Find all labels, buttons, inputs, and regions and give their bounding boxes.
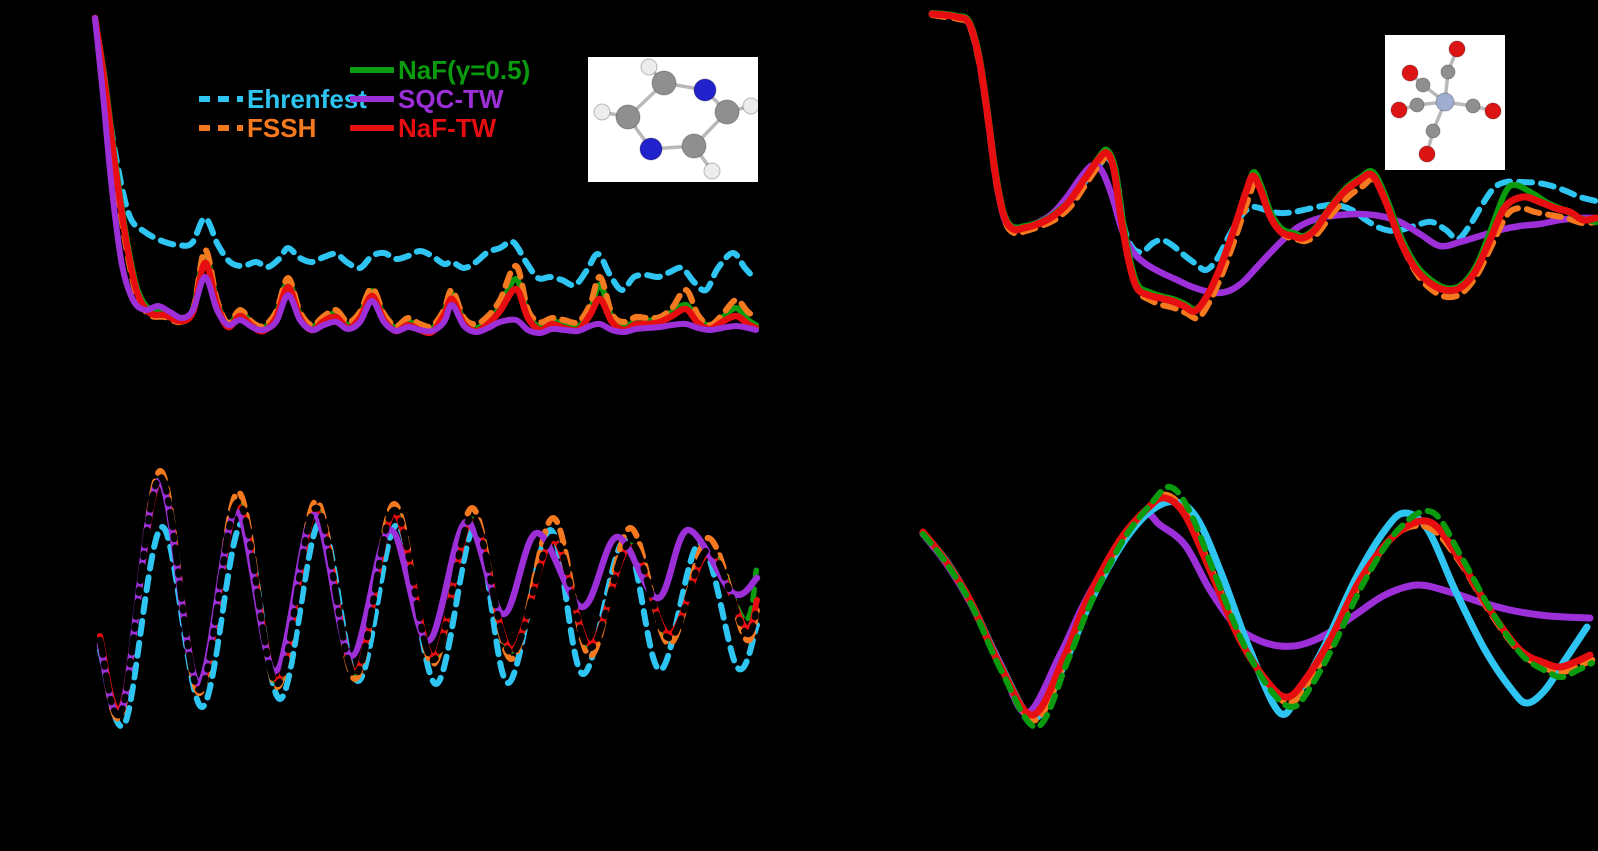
legend-line-sample-sqc-tw <box>350 96 394 102</box>
atom <box>1484 102 1502 120</box>
iron-pentacarbonyl-molecule-inset <box>1385 35 1505 170</box>
legend-entry-ehrenfest: Ehrenfest <box>199 85 367 113</box>
legend-label-fssh: FSSH <box>247 113 317 143</box>
atom <box>1440 64 1456 80</box>
legend-entry-sqc-tw: SQC-TW <box>350 85 503 113</box>
legend-line-sample-naf-tw <box>350 125 394 131</box>
atom <box>640 58 658 76</box>
curve-fssh <box>92 15 759 330</box>
atom <box>1401 64 1419 82</box>
atom <box>714 99 740 125</box>
atom <box>1425 123 1441 139</box>
curve-naf-0-5- <box>920 483 1595 730</box>
curve-ehrenfest <box>92 15 759 294</box>
atom <box>593 103 611 121</box>
legend-line-sample-naf-gamma <box>350 67 394 73</box>
curve-sqc-tw <box>92 15 759 337</box>
atom <box>1409 97 1425 113</box>
atom <box>1435 92 1455 112</box>
atom <box>1448 40 1466 58</box>
legend-entry-naf-tw: NaF-TW <box>350 114 496 142</box>
pyrazine-molecule-inset <box>588 57 758 182</box>
atom <box>681 133 707 159</box>
legend-label-naf-gamma: NaF(γ=0.5) <box>398 55 531 85</box>
legend-entry-naf-gamma: NaF(γ=0.5) <box>350 56 530 84</box>
atom <box>651 70 677 96</box>
panel-bottom-right <box>919 483 1596 730</box>
atom <box>693 78 717 102</box>
legend-label-ehrenfest: Ehrenfest <box>247 84 367 114</box>
legend-line-sample-ehrenfest <box>199 96 243 102</box>
iron-pentacarbonyl-drawing <box>1390 40 1502 163</box>
curve-sqc-tw <box>96 477 761 718</box>
legend-line-sample-fssh <box>199 125 243 131</box>
panel-top-right <box>928 10 1598 322</box>
atom <box>742 97 758 115</box>
atom <box>1418 145 1436 163</box>
legend-label-sqc-tw: SQC-TW <box>398 84 504 114</box>
panel-top-left <box>91 14 760 337</box>
panel-bottom-left <box>96 467 761 730</box>
atom <box>703 162 721 180</box>
legend-label-naf-tw: NaF-TW <box>398 113 497 143</box>
pyrazine-drawing <box>593 58 758 180</box>
atom <box>1415 77 1431 93</box>
atom <box>639 137 663 161</box>
legend-entry-fssh: FSSH <box>199 114 316 142</box>
atom <box>615 104 641 130</box>
atom <box>1465 98 1481 114</box>
curve-exact-reference <box>96 473 761 719</box>
atom <box>1390 101 1408 119</box>
legend: NaF(γ=0.5) Ehrenfest SQC-TW FSSH NaF-TW <box>0 0 560 160</box>
curve-naf-tw <box>928 10 1598 315</box>
